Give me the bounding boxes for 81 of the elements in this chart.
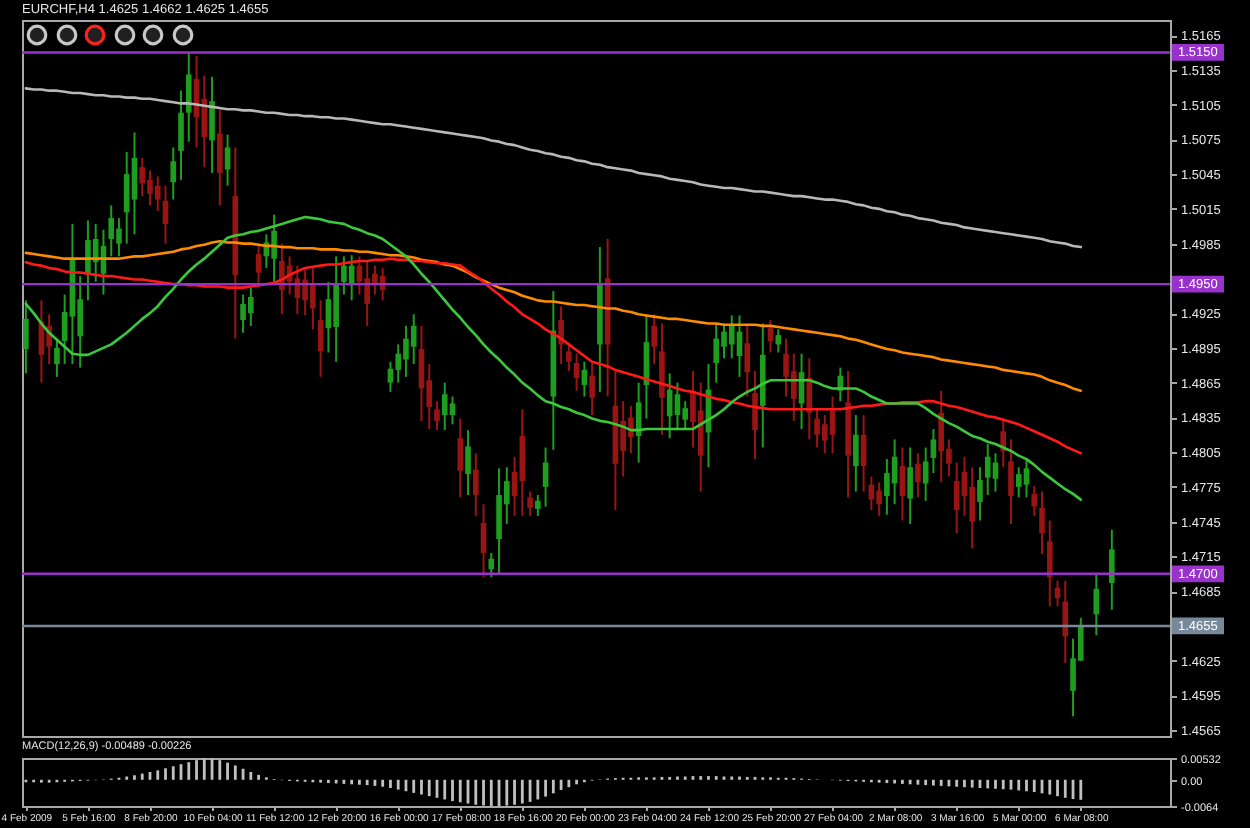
candlestick <box>240 293 246 334</box>
candlestick <box>1023 458 1030 499</box>
candlestick <box>449 395 456 426</box>
candlestick <box>302 266 308 317</box>
candlestick <box>697 381 704 493</box>
candlestick <box>325 280 332 354</box>
candlestick <box>938 389 944 484</box>
candlestick <box>1008 438 1014 525</box>
candlestick <box>721 322 727 360</box>
candlestick <box>108 204 114 258</box>
candlestick <box>364 261 370 327</box>
candlestick <box>1039 490 1045 556</box>
candlestick <box>775 328 782 354</box>
candlestick <box>853 414 859 493</box>
candlestick <box>628 404 634 455</box>
candlestick <box>1046 519 1053 608</box>
candlestick <box>185 51 192 143</box>
candlestick <box>659 322 665 436</box>
candlestick <box>690 370 696 449</box>
candlestick <box>434 400 440 432</box>
candlestick <box>248 286 254 327</box>
candlestick <box>822 414 828 455</box>
candlestick <box>488 551 495 579</box>
candlestick <box>969 466 975 550</box>
candlestick <box>333 255 339 363</box>
candlestick <box>884 458 890 516</box>
candlestick <box>54 337 60 378</box>
candlestick <box>116 217 122 258</box>
candlestick <box>209 75 215 174</box>
candlestick <box>271 213 277 283</box>
candlestick <box>589 360 595 417</box>
candlestick <box>23 299 29 375</box>
candlestick <box>907 446 913 525</box>
candlestick <box>341 255 347 296</box>
candlestick <box>744 324 751 398</box>
candlestick <box>395 343 401 384</box>
candlestick <box>85 219 91 302</box>
candlestick <box>472 452 479 517</box>
candlestick <box>930 427 937 474</box>
candlestick <box>566 343 572 373</box>
candlestick <box>876 481 882 517</box>
candlestick <box>403 324 409 378</box>
candlestick <box>310 266 316 331</box>
candlestick <box>1015 466 1022 499</box>
candlestick <box>387 360 394 393</box>
candlestick <box>1000 417 1007 469</box>
candlestick <box>1031 484 1038 517</box>
candlestick <box>170 146 177 201</box>
candlestick <box>674 381 681 432</box>
candlestick <box>217 108 223 207</box>
candlestick <box>620 400 626 478</box>
candlestick <box>814 408 820 449</box>
candlestick <box>767 319 774 354</box>
candlestick <box>410 313 417 366</box>
candlestick <box>131 131 138 236</box>
candlestick <box>527 490 533 517</box>
candlestick <box>791 352 797 422</box>
candlestick <box>977 466 983 522</box>
candlestick <box>752 370 758 461</box>
candlestick <box>953 461 960 535</box>
candlestick <box>651 313 657 366</box>
candlestick <box>139 156 146 198</box>
candlestick <box>147 169 153 207</box>
candlestick <box>1062 579 1069 665</box>
candlestick <box>255 242 262 289</box>
candlestick <box>558 305 564 366</box>
candlestick <box>783 337 789 398</box>
candlestick <box>465 429 471 497</box>
candlestick <box>984 443 991 497</box>
candlestick <box>728 314 735 360</box>
candlestick <box>682 400 688 430</box>
candlestick <box>1109 528 1115 611</box>
line-series <box>24 215 1083 501</box>
candlestick <box>154 175 161 213</box>
candlestick <box>915 452 921 499</box>
candlestick <box>713 322 720 384</box>
candlestick <box>441 381 448 432</box>
candlestick <box>457 417 464 499</box>
candlestick <box>535 494 541 517</box>
candlestick <box>178 89 184 181</box>
candlestick <box>496 467 502 575</box>
